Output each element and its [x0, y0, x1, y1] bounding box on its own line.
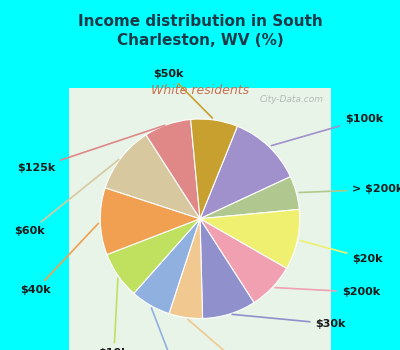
Text: $30k: $30k — [232, 314, 346, 329]
Text: $60k: $60k — [14, 160, 119, 236]
Text: $100k: $100k — [271, 114, 383, 146]
Text: $125k: $125k — [17, 125, 165, 173]
Wedge shape — [100, 188, 200, 254]
Wedge shape — [191, 119, 237, 219]
Wedge shape — [107, 219, 200, 293]
Text: $20k: $20k — [300, 240, 383, 264]
Text: $40k: $40k — [20, 223, 98, 295]
Text: $150k: $150k — [188, 319, 263, 350]
Bar — [69, 88, 331, 350]
Wedge shape — [134, 219, 200, 314]
Wedge shape — [200, 209, 300, 268]
Wedge shape — [200, 219, 254, 318]
Wedge shape — [200, 126, 290, 219]
Text: Income distribution in South
Charleston, WV (%): Income distribution in South Charleston,… — [78, 14, 322, 48]
Text: City-Data.com: City-Data.com — [259, 95, 323, 104]
Wedge shape — [200, 177, 299, 219]
Text: $200k: $200k — [275, 287, 380, 297]
Wedge shape — [105, 135, 200, 219]
Text: White residents: White residents — [151, 84, 249, 97]
Wedge shape — [169, 219, 202, 318]
Text: > $200k: > $200k — [299, 184, 400, 194]
Wedge shape — [146, 119, 200, 219]
Text: $10k: $10k — [99, 278, 129, 350]
Wedge shape — [200, 219, 286, 303]
Text: $50k: $50k — [153, 69, 212, 118]
Text: $75k: $75k — [151, 308, 192, 350]
